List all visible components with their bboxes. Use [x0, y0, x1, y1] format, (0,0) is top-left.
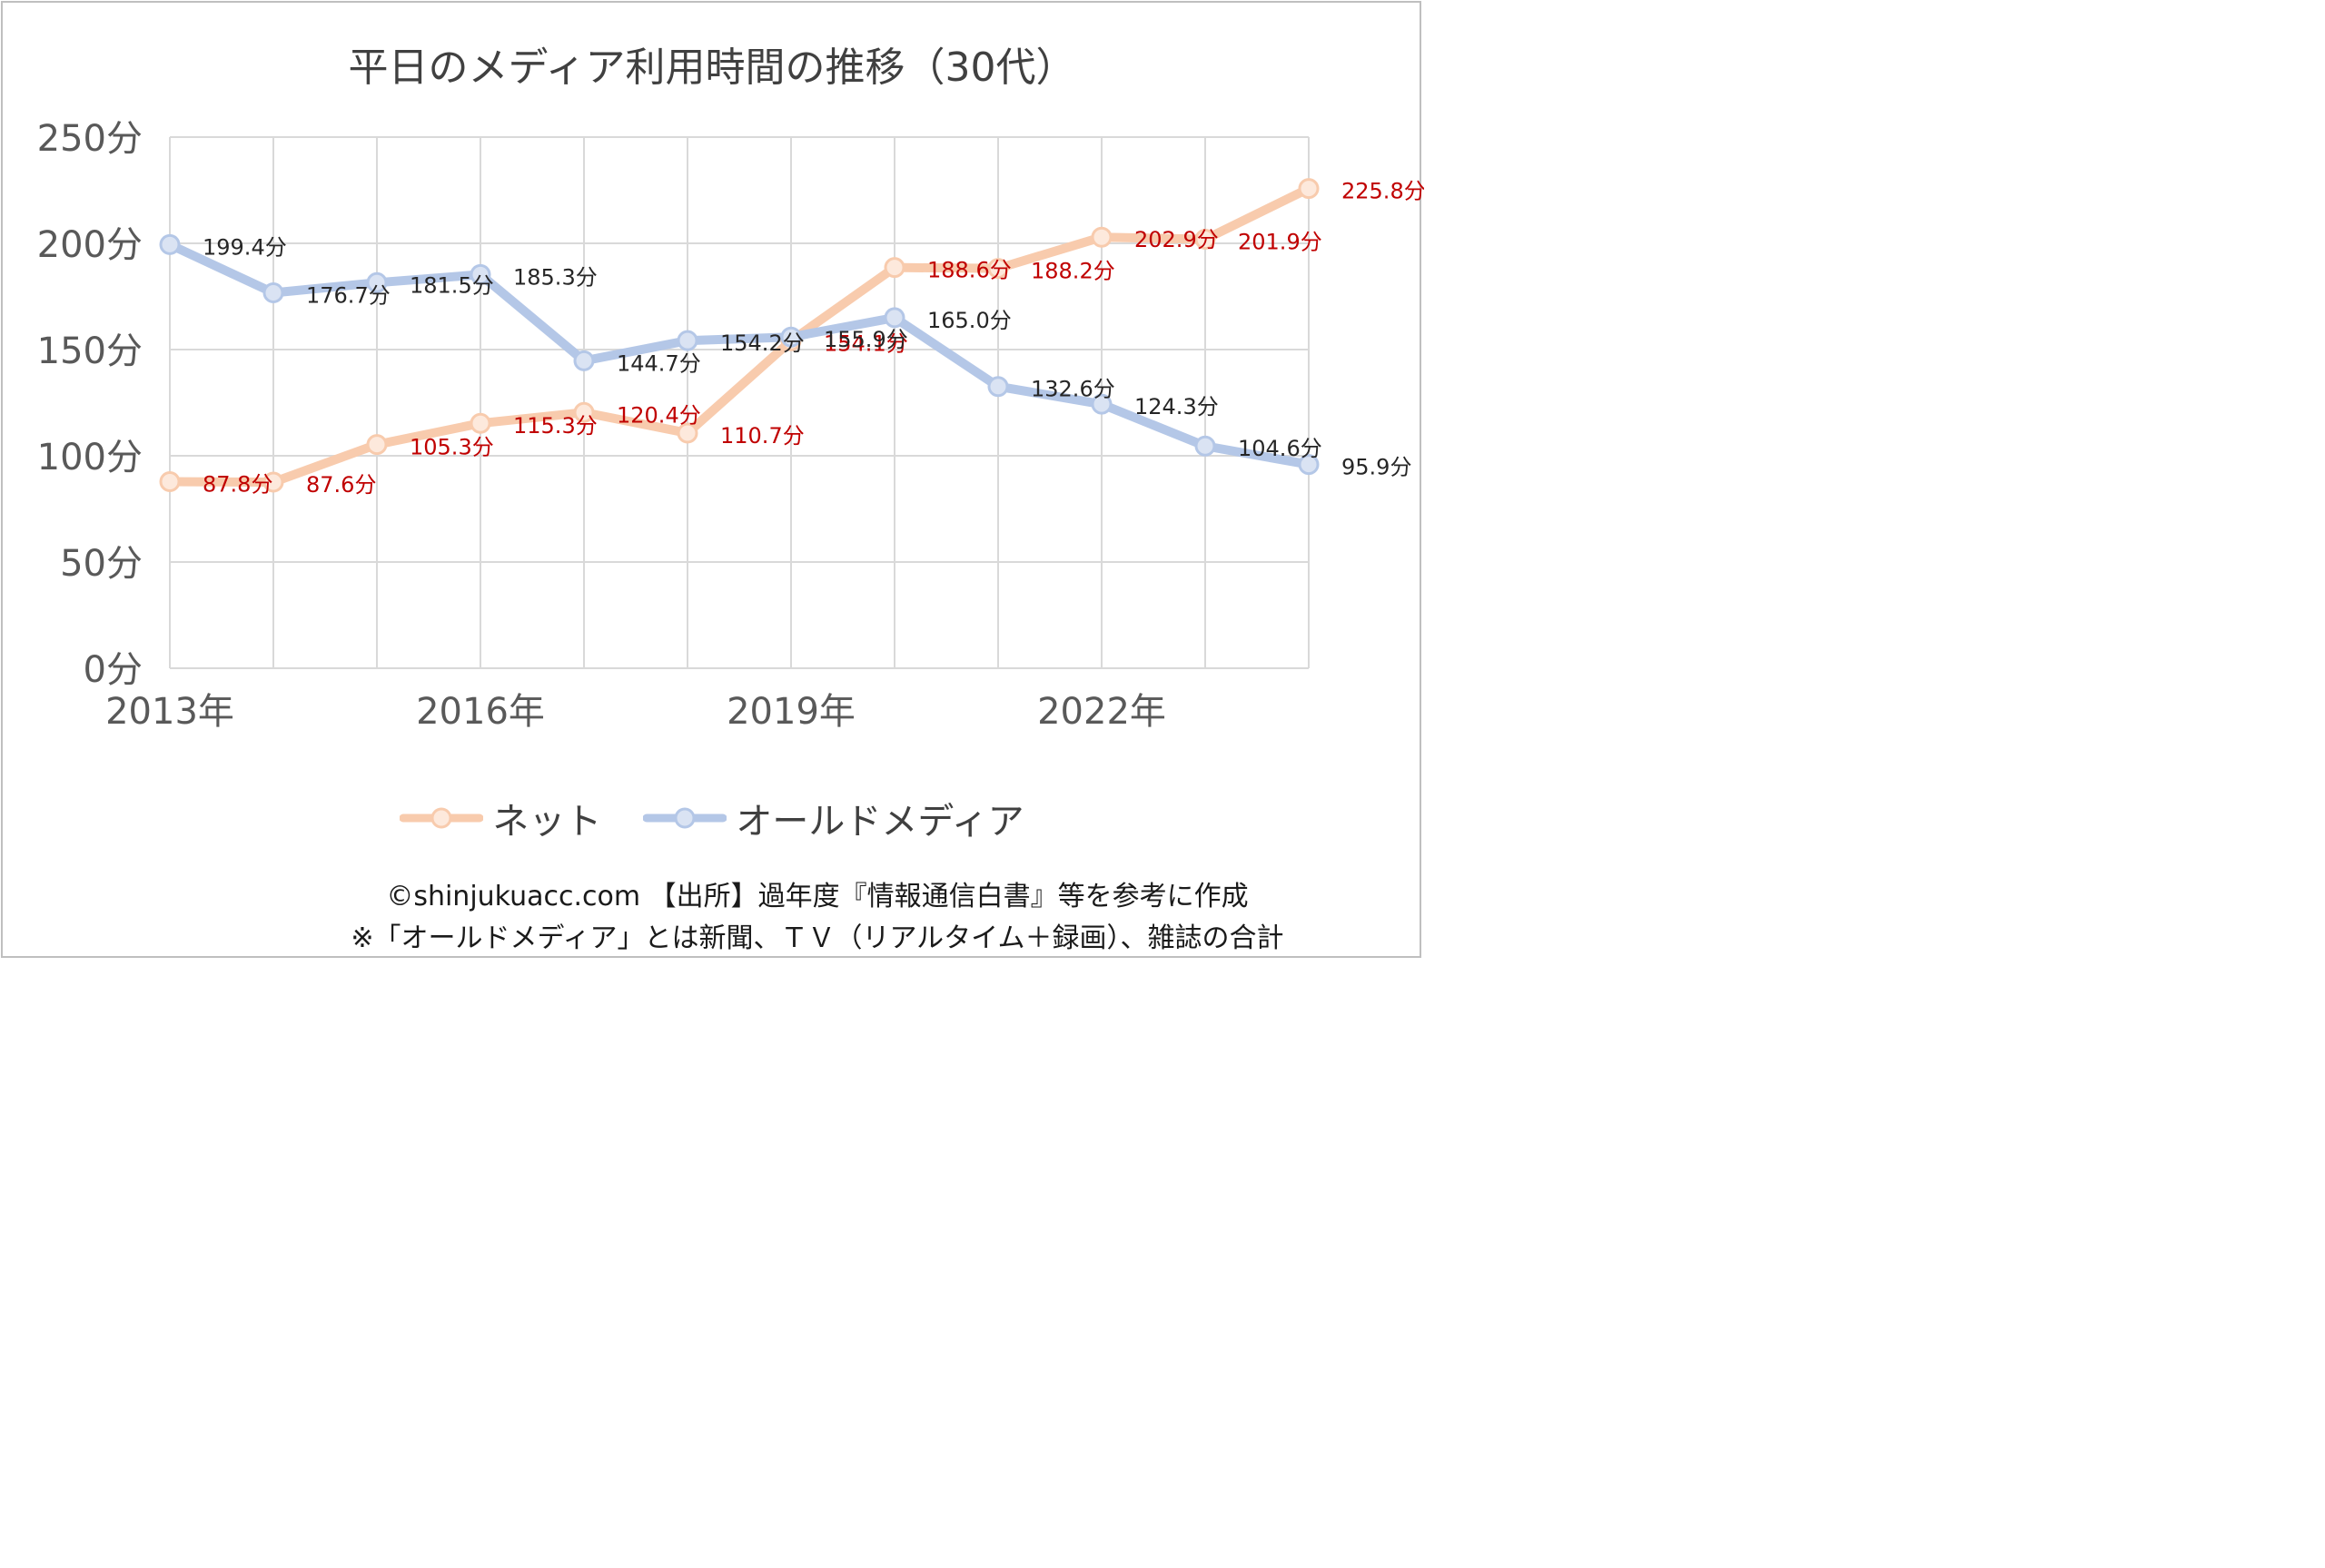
y-axis-tick-labels: 0分 50分 100分 150分 200分 250分	[37, 118, 143, 691]
data-point-series-1	[884, 307, 905, 329]
x-tick-label: 2013年	[105, 691, 234, 733]
legend: ネット オールドメディア	[0, 792, 1424, 844]
footer-source: ©shinjukuacc.com 【出所】過年度『情報通信白書』等を参考に作成	[386, 881, 1249, 912]
data-label-series-0: 188.6分	[927, 258, 1012, 283]
x-tick-label: 2022年	[1037, 691, 1166, 733]
data-point-series-0	[366, 434, 388, 456]
data-label-series-1: 124.3分	[1134, 394, 1219, 419]
data-point-series-1	[262, 282, 284, 304]
data-points	[159, 178, 1320, 493]
data-point-series-0	[1298, 178, 1320, 200]
y-tick-label: 200分	[37, 224, 143, 266]
data-label-series-1: 199.4分	[203, 234, 287, 260]
data-point-series-0	[1091, 226, 1113, 248]
data-label-series-0: 225.8分	[1341, 179, 1424, 204]
line-chart: 0分 50分 100分 150分 200分 250分 2013年 2016年 2019年 202…	[37, 118, 1424, 733]
x-tick-label: 2016年	[416, 691, 545, 733]
data-labels: 87.8分 87.6分 105.3分 115.3分 120.4分 110.7分 154.1分…	[203, 179, 1424, 498]
data-point-series-0	[262, 471, 284, 493]
data-label-series-0: 105.3分	[410, 435, 494, 460]
data-point-series-1	[573, 350, 595, 371]
data-point-series-0	[677, 422, 698, 444]
data-point-series-1	[1194, 435, 1216, 457]
data-point-series-1	[1091, 393, 1113, 415]
legend-item-old-media: オールドメディア	[643, 792, 1024, 844]
x-tick-label: 2019年	[727, 691, 856, 733]
data-point-series-0	[470, 412, 491, 434]
data-label-series-1: 176.7分	[306, 283, 391, 309]
data-label-series-1: 165.0分	[927, 308, 1012, 333]
data-label-series-1: 154.2分	[720, 330, 805, 356]
data-point-series-1	[987, 376, 1009, 398]
data-point-series-0	[884, 257, 905, 279]
data-point-series-1	[677, 330, 698, 351]
data-label-series-1: 95.9分	[1341, 455, 1411, 480]
data-label-series-0: 188.2分	[1031, 259, 1115, 284]
data-point-series-0	[573, 401, 595, 423]
data-point-series-0	[159, 471, 181, 493]
legend-label-old-media: オールドメディア	[736, 801, 1024, 843]
y-tick-label: 250分	[37, 118, 143, 160]
data-point-series-1	[780, 326, 802, 348]
footer-note: ※「オールドメディア」とは新聞、ＴＶ（リアルタイム＋録画）、雑誌の合計	[351, 922, 1284, 954]
legend-label-net: ネット	[492, 801, 602, 843]
y-tick-label: 0分	[84, 649, 143, 691]
data-label-series-0: 154.1分	[824, 330, 908, 356]
data-label-series-1: 144.7分	[617, 350, 701, 376]
x-axis-tick-labels: 2013年 2016年 2019年 2022年	[105, 691, 1166, 733]
legend-swatch-net	[400, 807, 484, 829]
data-label-series-1: 155.9分	[824, 327, 908, 352]
data-label-series-1: 132.6分	[1031, 377, 1115, 402]
data-label-series-0: 201.9分	[1238, 230, 1322, 255]
data-point-series-1	[1298, 454, 1320, 476]
data-label-series-1: 104.6分	[1238, 436, 1322, 461]
data-label-series-0: 120.4分	[617, 402, 701, 428]
series-line-0	[165, 183, 1313, 488]
data-point-series-1	[159, 233, 181, 255]
data-point-series-1	[470, 263, 491, 285]
legend-swatch-old-media	[643, 807, 727, 829]
data-label-series-0: 87.6分	[306, 472, 376, 498]
data-label-series-0: 202.9分	[1134, 227, 1219, 252]
y-tick-label: 150分	[37, 330, 143, 372]
data-point-series-0	[987, 258, 1009, 280]
data-label-series-0: 115.3分	[513, 413, 598, 439]
y-tick-label: 100分	[37, 437, 143, 478]
chart-title: 平日のメディア利用時間の推移（30代）	[348, 44, 1076, 91]
series-lines	[165, 183, 1313, 488]
series-line-1	[165, 240, 1313, 469]
data-label-series-1: 185.3分	[513, 264, 598, 290]
data-point-series-0	[1194, 229, 1216, 251]
data-label-series-1: 181.5分	[410, 272, 494, 298]
y-tick-label: 50分	[60, 543, 143, 585]
data-point-series-1	[366, 271, 388, 293]
data-label-series-0: 87.8分	[203, 472, 272, 498]
legend-item-net: ネット	[400, 792, 601, 844]
data-label-series-0: 110.7分	[720, 423, 805, 449]
